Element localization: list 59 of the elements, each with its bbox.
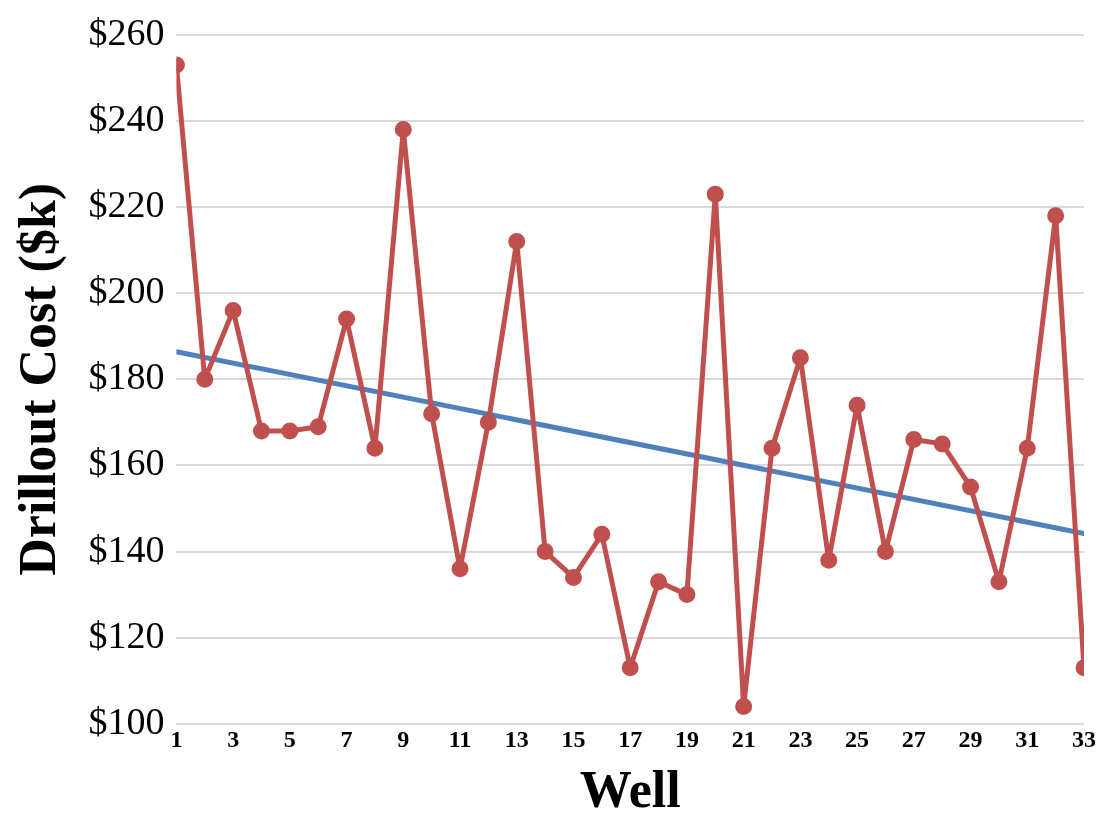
y-tick-label: $140 <box>88 527 165 570</box>
point <box>848 396 866 414</box>
x-axis-title: Well <box>579 761 681 819</box>
point <box>394 121 412 139</box>
x-tick-label: 29 <box>958 726 983 753</box>
point <box>536 543 554 561</box>
point <box>905 431 923 449</box>
y-tick-label: $100 <box>88 699 165 742</box>
point <box>706 185 724 203</box>
y-tick-label: $120 <box>88 613 165 656</box>
x-tick-label: 27 <box>901 726 926 753</box>
y-tick-label: $200 <box>88 269 165 312</box>
point <box>876 543 894 561</box>
point <box>508 233 526 250</box>
point <box>1047 207 1065 225</box>
x-tick-label: 21 <box>731 726 756 753</box>
point <box>650 573 668 591</box>
point <box>621 659 639 677</box>
point <box>366 439 384 457</box>
point <box>224 301 242 319</box>
point <box>933 435 951 453</box>
point <box>1018 439 1036 457</box>
x-tick-label: 17 <box>618 726 643 753</box>
point <box>309 418 327 436</box>
point <box>196 370 214 388</box>
x-tick-label: 11 <box>448 726 472 753</box>
y-tick-label: $240 <box>88 96 165 139</box>
x-tick-label: 1 <box>170 726 183 753</box>
point <box>593 525 611 543</box>
point <box>990 573 1008 591</box>
x-tick-label: 23 <box>788 726 813 753</box>
point <box>423 405 441 423</box>
x-tick-label: 31 <box>1015 726 1040 753</box>
y-tick-label: $260 <box>88 10 165 53</box>
point <box>763 439 781 457</box>
y-tick-label: $180 <box>88 355 165 398</box>
x-tick-label: 13 <box>504 726 529 753</box>
point <box>735 698 753 716</box>
point <box>252 422 270 440</box>
point <box>479 413 497 431</box>
x-tick-label: 9 <box>397 726 410 753</box>
x-tick-label: 15 <box>561 726 586 753</box>
point <box>281 422 299 440</box>
point <box>962 478 980 496</box>
point <box>678 586 696 604</box>
x-tick-label: 25 <box>845 726 870 753</box>
point <box>338 310 356 328</box>
x-tick-label: 19 <box>674 726 699 753</box>
x-tick-label: 7 <box>340 726 353 753</box>
y-tick-label: $220 <box>88 183 165 226</box>
point <box>820 551 838 569</box>
y-tick-label: $160 <box>88 441 165 484</box>
point <box>451 560 469 578</box>
point <box>791 349 809 367</box>
x-tick-label: 5 <box>283 726 296 753</box>
y-axis-title: Drillout Cost ($k) <box>8 182 67 576</box>
x-tick-label: 3 <box>227 726 240 753</box>
point <box>564 568 582 586</box>
x-tick-label: 33 <box>1072 726 1096 753</box>
